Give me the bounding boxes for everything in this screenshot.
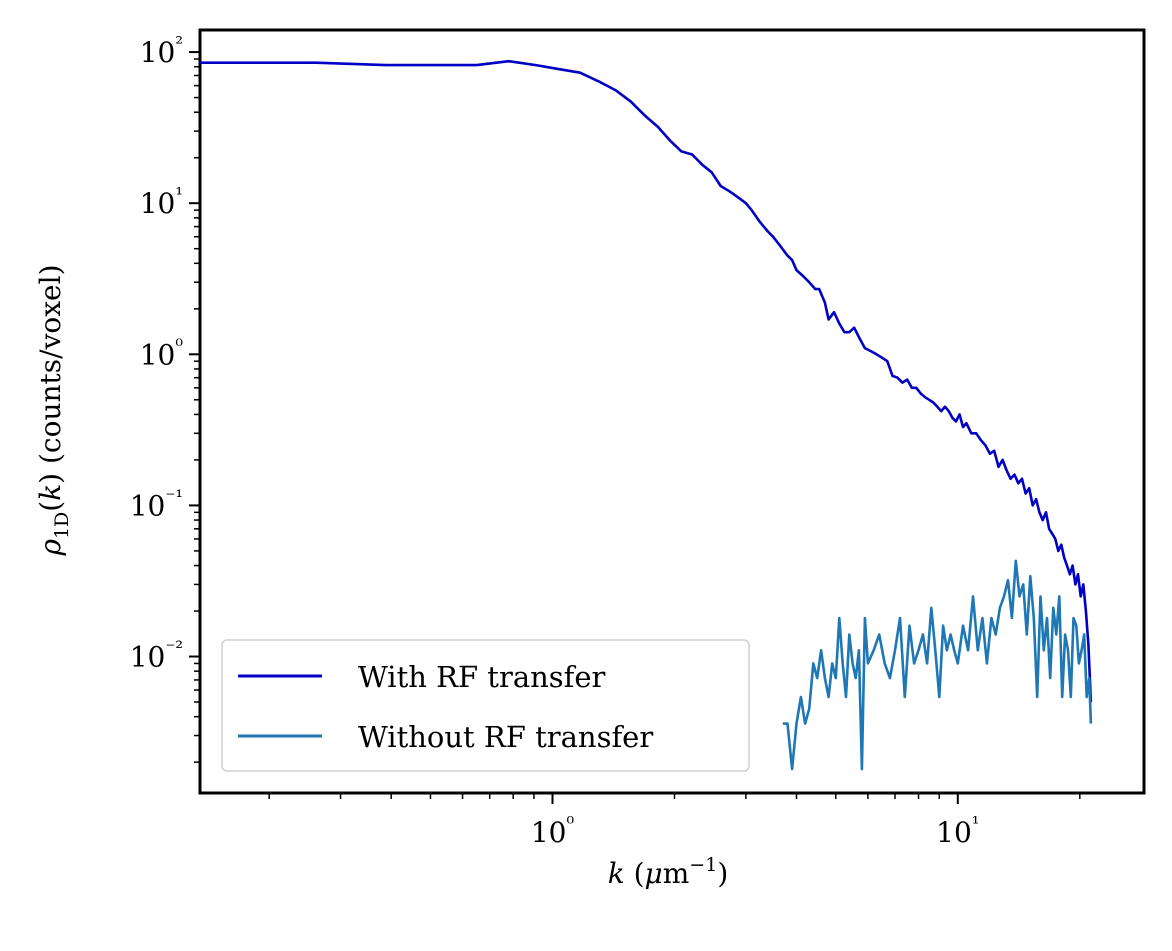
plot-frame <box>198 28 1146 795</box>
legend: With RF transfer Without RF transfer <box>221 639 750 772</box>
x-tick-label: 10¹ <box>936 813 979 849</box>
y-tick-label: 10⁻¹ <box>130 486 183 522</box>
y-tick-label: 10² <box>140 33 183 69</box>
legend-label-with-rf: With RF transfer <box>358 660 606 694</box>
series-line-with-rf-transfer <box>200 59 1093 703</box>
series-line-without-rf-transfer <box>782 559 1093 771</box>
ticks: 10⁰ 10¹ 10⁻² 10⁻¹ 10⁰ 10¹ 10² <box>130 33 1081 849</box>
legend-box <box>221 639 750 772</box>
legend-label-without-rf: Without RF transfer <box>358 720 653 754</box>
y-axis-label: ρ1D(k) (counts/voxel) <box>34 264 73 556</box>
series <box>200 59 1093 771</box>
x-tick-label: 10⁰ <box>531 813 575 849</box>
y-tick-label: 10⁻² <box>130 638 183 674</box>
x-axis-label: k (μm−1) <box>608 854 729 890</box>
y-tick-label: 10⁰ <box>140 335 184 371</box>
y-tick-label: 10¹ <box>140 184 183 220</box>
